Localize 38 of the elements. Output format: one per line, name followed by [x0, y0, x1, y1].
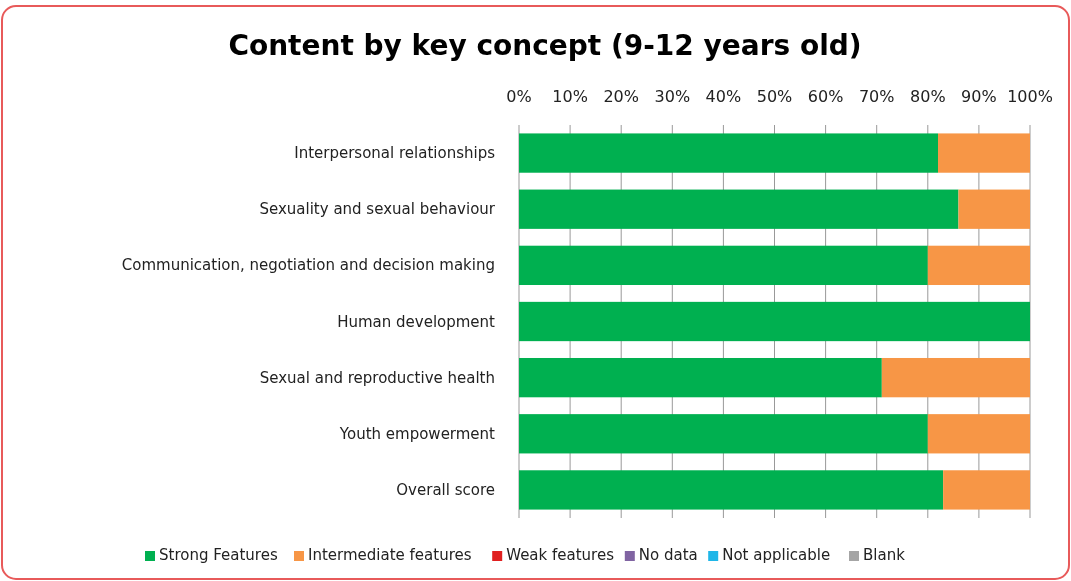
x-tick-label: 70%	[858, 87, 895, 106]
y-tick-label: Human development	[337, 312, 496, 331]
x-tick-label: 50%	[756, 87, 793, 106]
bar	[943, 470, 1030, 510]
legend-label: Blank	[863, 546, 906, 564]
bar	[881, 357, 1030, 398]
y-tick-label: Youth empowerment	[338, 424, 496, 443]
y-tick-label: Sexuality and sexual behaviour	[259, 200, 496, 219]
bar	[938, 133, 1030, 173]
y-tick-label: Sexual and reproductive health	[259, 368, 495, 387]
chart-title: Content by key concept (9-12 years old)	[228, 29, 862, 62]
y-tick-label: Overall score	[396, 480, 495, 499]
x-tick-label: 20%	[603, 87, 639, 106]
bar	[519, 133, 939, 173]
x-tick-label: 100%	[1007, 87, 1053, 106]
bar	[927, 245, 1030, 286]
legend-label: Strong Features	[159, 546, 278, 564]
bar	[958, 189, 1030, 229]
x-tick-label: 30%	[654, 87, 691, 106]
x-tick-label: 90%	[961, 87, 997, 106]
bar	[519, 414, 928, 454]
bar	[519, 301, 1030, 342]
legend-label: No data	[638, 546, 698, 564]
y-tick-label: Communication, negotiation and decision making	[121, 256, 495, 275]
bar	[519, 245, 928, 286]
legend-label: Not applicable	[722, 546, 831, 564]
x-tick-label: 0%	[506, 87, 532, 106]
bar	[519, 189, 959, 229]
x-tick-label: 80%	[910, 87, 946, 106]
x-tick-label: 40%	[705, 87, 742, 106]
bar	[519, 470, 944, 510]
y-tick-label: Interpersonal relationships	[294, 144, 496, 163]
x-tick-label: 10%	[552, 87, 588, 106]
x-tick-label: 60%	[807, 87, 844, 106]
bar	[927, 414, 1030, 454]
legend-label: Intermediate features	[308, 546, 472, 564]
bar	[519, 357, 882, 398]
legend-label: Weak features	[506, 546, 615, 564]
